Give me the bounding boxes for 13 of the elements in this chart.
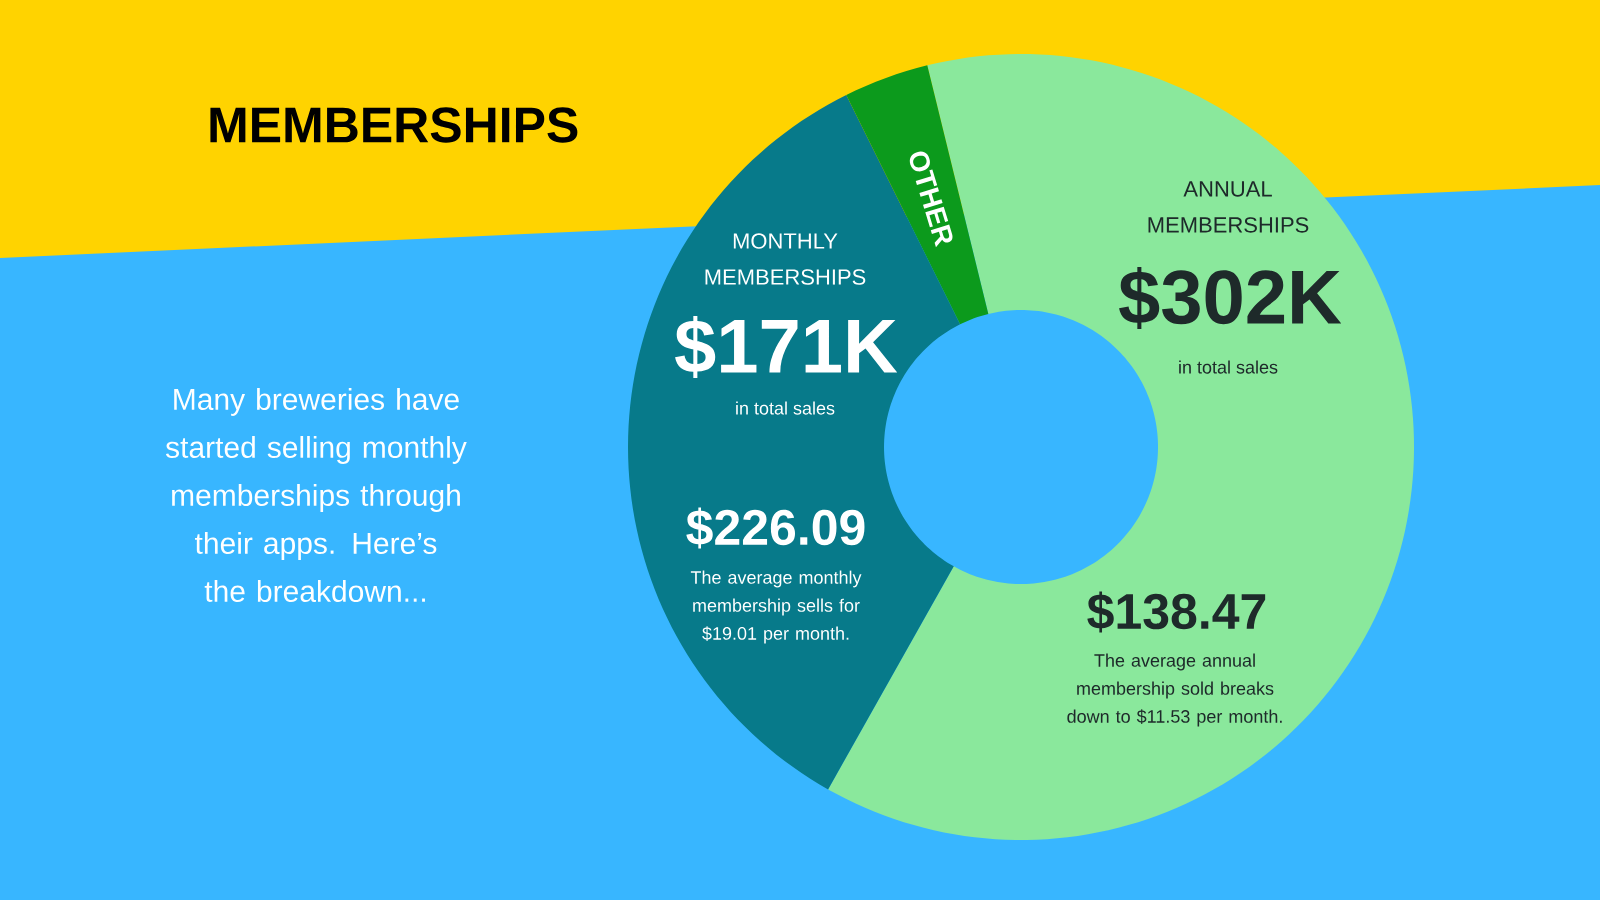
text: in total sales xyxy=(736,401,835,415)
slice-label: ANNUAL MEMBERSHIPS xyxy=(1148,181,1309,233)
text: $138.47 xyxy=(1087,591,1266,633)
text: The average annual membership sold breaks down to $11.53 per month. xyxy=(1067,653,1282,727)
slice-label: OTHER xyxy=(909,151,953,248)
text: $171K xyxy=(675,315,898,379)
text: $226.09 xyxy=(686,507,865,549)
text: Many breweries have started selling monthly memberships through their apps. Here’s the breakdown... xyxy=(165,387,467,603)
text: MEMBERSHIPS xyxy=(210,107,578,143)
slice-label: MONTHLY MEMBERSHIPS xyxy=(705,233,866,285)
text: The average monthly membership sells for $19.01 per month. xyxy=(690,570,862,644)
text: in total sales xyxy=(1179,360,1278,374)
text: $302K xyxy=(1119,266,1342,330)
